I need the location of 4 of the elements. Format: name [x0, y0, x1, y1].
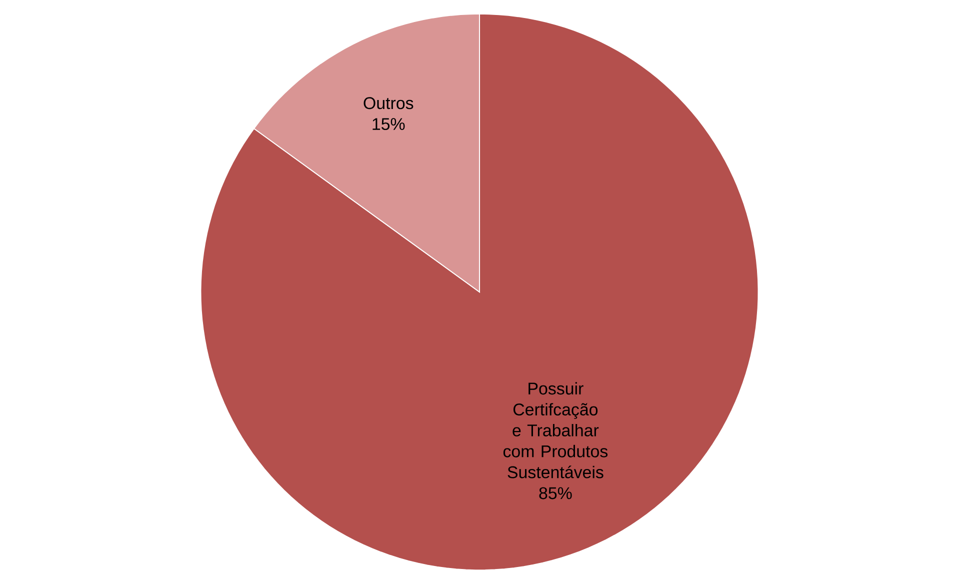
slice-label: Outros [364, 97, 414, 110]
slice-label: Possuir Certifcação e Trabalhar com Produtos Sustentáveis [503, 382, 608, 478]
data-label: 85% [539, 487, 572, 500]
data-label: 15% [372, 118, 405, 130]
